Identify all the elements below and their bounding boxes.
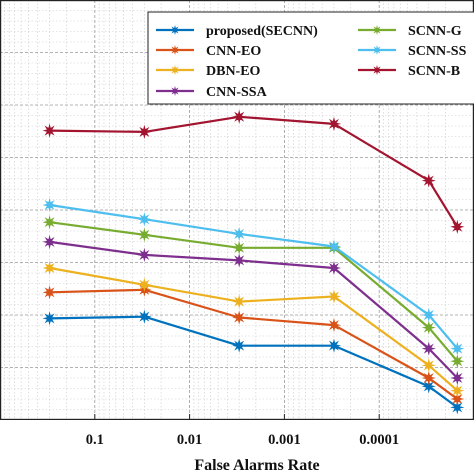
series-point bbox=[42, 123, 57, 138]
legend-swatch-marker bbox=[170, 25, 180, 35]
series-point bbox=[421, 341, 436, 356]
series-point bbox=[326, 239, 342, 254]
plot-frame bbox=[0, 0, 474, 420]
series-point bbox=[42, 285, 57, 300]
series-point bbox=[450, 370, 465, 386]
series-point bbox=[421, 379, 436, 394]
series-point bbox=[450, 219, 465, 234]
x-tick-label: 0.1 bbox=[86, 432, 104, 448]
x-axis-ticks: 0.1 0.01 0.001 0.0001 bbox=[86, 414, 399, 448]
legend-swatch-marker bbox=[372, 45, 382, 55]
legend-label: proposed(SECNN) bbox=[206, 24, 318, 39]
series-point bbox=[421, 307, 436, 323]
series-point bbox=[232, 253, 247, 268]
legend-item: CNN-SSA bbox=[156, 85, 268, 100]
x-axis-title: False Alarms Rate bbox=[194, 457, 319, 474]
series-point bbox=[137, 309, 152, 324]
legend-item: proposed(SECNN) bbox=[156, 24, 318, 39]
series-line bbox=[49, 203, 459, 350]
series-point bbox=[232, 294, 247, 309]
legend-label: SCNN-B bbox=[408, 64, 460, 79]
legend-label: DBN-EO bbox=[206, 64, 261, 79]
series-point bbox=[326, 318, 342, 333]
series-point bbox=[232, 109, 247, 124]
legend-swatch-marker bbox=[170, 65, 180, 75]
x-tick-label: 0.01 bbox=[177, 432, 202, 448]
series-2 bbox=[42, 260, 465, 398]
series-point bbox=[232, 240, 247, 255]
series-point bbox=[42, 260, 57, 276]
series-point bbox=[42, 311, 57, 326]
series-point bbox=[42, 234, 57, 249]
series-point bbox=[232, 338, 247, 353]
series-layer bbox=[42, 109, 465, 415]
series-point bbox=[137, 212, 152, 227]
series-line bbox=[49, 240, 459, 379]
x-tick-label: 0.001 bbox=[268, 432, 301, 448]
series-point bbox=[137, 247, 152, 263]
legend-item: SCNN-B bbox=[358, 64, 460, 79]
series-line bbox=[49, 288, 458, 400]
series-point bbox=[326, 289, 342, 304]
legend-swatch-marker bbox=[372, 25, 382, 35]
legend-swatch-marker bbox=[170, 86, 180, 96]
legend-swatch-marker bbox=[372, 65, 382, 75]
series-3 bbox=[42, 234, 465, 386]
series-point bbox=[42, 197, 57, 213]
series-point bbox=[42, 215, 57, 230]
legend-item: DBN-EO bbox=[156, 64, 261, 79]
legend-swatch-marker bbox=[170, 45, 180, 55]
series-point bbox=[326, 338, 342, 353]
series-point bbox=[421, 173, 436, 188]
series-point bbox=[421, 370, 436, 386]
series-point bbox=[326, 260, 342, 276]
series-point bbox=[450, 391, 465, 407]
series-6 bbox=[42, 109, 465, 234]
series-point bbox=[137, 277, 152, 292]
series-5 bbox=[42, 197, 465, 356]
x-tick-label: 0.0001 bbox=[359, 432, 399, 448]
series-point bbox=[450, 354, 465, 369]
series-point bbox=[137, 227, 152, 242]
series-point bbox=[421, 358, 436, 373]
series-line bbox=[49, 315, 458, 409]
series-point bbox=[137, 124, 152, 139]
legend-item: CNN-EO bbox=[156, 44, 261, 59]
series-point bbox=[450, 400, 465, 415]
legend-box bbox=[147, 11, 474, 105]
series-line bbox=[49, 115, 459, 228]
legend-label: CNN-SSA bbox=[206, 85, 268, 100]
series-point bbox=[326, 116, 342, 131]
series-point bbox=[450, 383, 465, 398]
legend-label: SCNN-G bbox=[408, 24, 462, 39]
series-0 bbox=[42, 309, 465, 415]
series-line bbox=[49, 221, 459, 362]
series-point bbox=[232, 310, 247, 325]
legend-item: SCNN-SS bbox=[358, 44, 467, 59]
series-line bbox=[49, 266, 459, 392]
legend: proposed(SECNN) CNN-EO DBN-EO CNN-SSA SCNN-G… bbox=[147, 11, 474, 105]
legend-label: CNN-EO bbox=[206, 44, 261, 59]
legend-item: SCNN-G bbox=[358, 24, 462, 39]
series-point bbox=[232, 226, 247, 242]
legend-label: SCNN-SS bbox=[408, 44, 467, 59]
series-point bbox=[450, 341, 465, 356]
series-point bbox=[421, 320, 436, 335]
